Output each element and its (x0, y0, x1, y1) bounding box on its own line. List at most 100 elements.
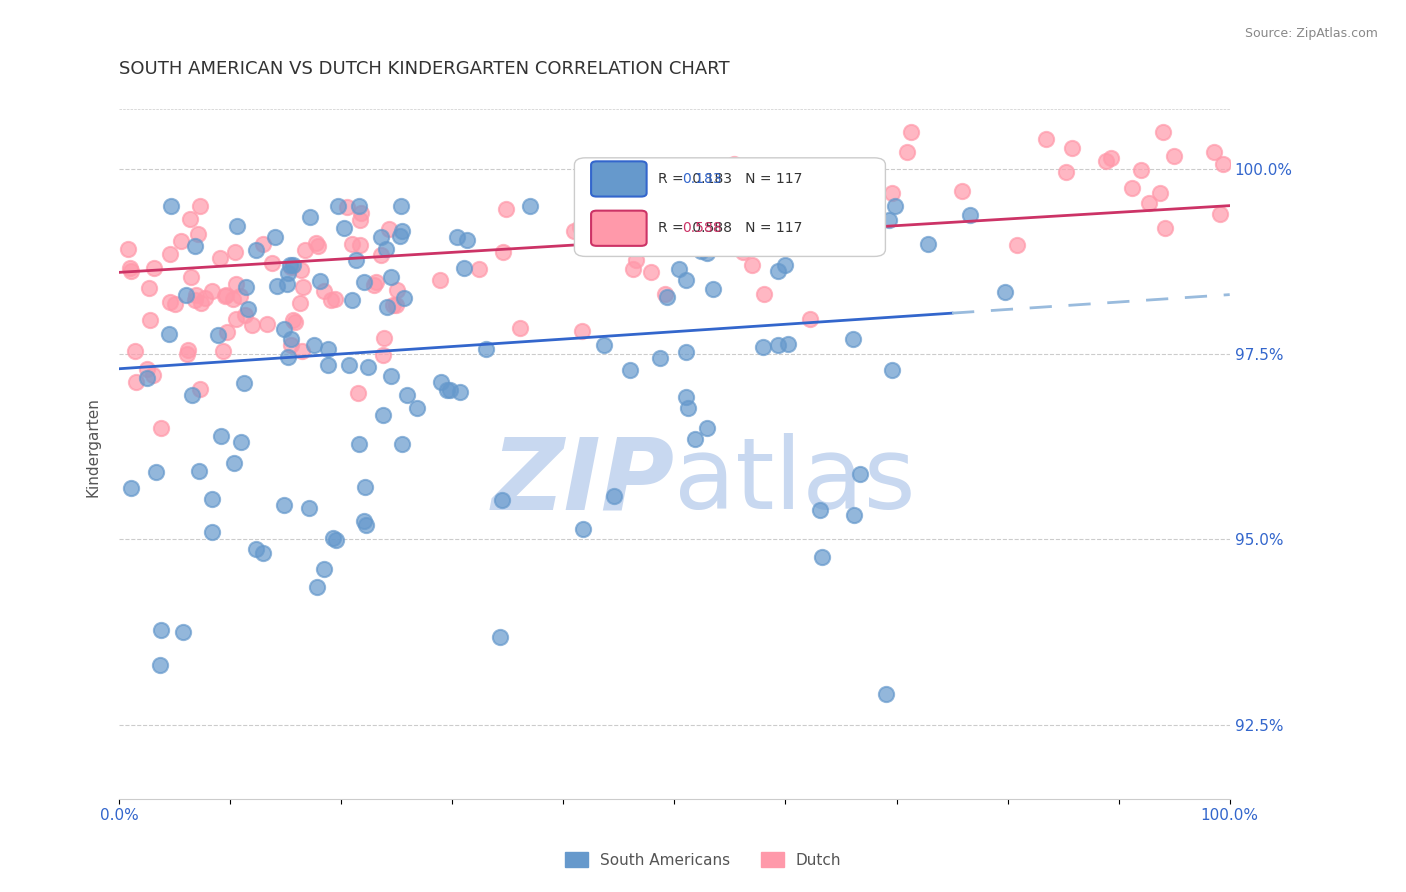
Point (290, 296, 312, 310)
Point (159, 294, 181, 309)
Point (177, 343, 200, 358)
Point (1154, 220, 1177, 235)
Point (159, 247, 181, 261)
Point (773, 259, 796, 273)
Point (882, 186, 904, 200)
Point (761, 219, 783, 234)
Point (572, 522, 595, 536)
Point (917, 237, 939, 252)
Point (266, 279, 288, 293)
Point (224, 456, 246, 470)
Point (382, 298, 405, 312)
Point (235, 280, 257, 294)
Point (491, 492, 513, 507)
Point (277, 351, 299, 365)
Point (224, 244, 246, 259)
Point (309, 274, 332, 288)
Point (238, 301, 260, 316)
Point (821, 229, 844, 244)
Point (1060, 141, 1083, 155)
Point (896, 145, 918, 160)
Point (262, 256, 284, 270)
Point (810, 503, 832, 517)
Point (366, 275, 388, 289)
FancyBboxPatch shape (575, 158, 886, 256)
Point (263, 230, 285, 244)
Point (617, 199, 640, 213)
Point (375, 300, 398, 314)
Point (188, 199, 211, 213)
FancyBboxPatch shape (591, 211, 647, 246)
Point (136, 371, 159, 385)
Point (811, 549, 834, 564)
Point (391, 224, 413, 238)
Point (638, 209, 661, 223)
Text: Source: ZipAtlas.com: Source: ZipAtlas.com (1244, 27, 1378, 40)
Point (391, 199, 413, 213)
Point (229, 289, 252, 303)
Point (356, 517, 378, 532)
Point (752, 340, 775, 354)
Point (731, 244, 754, 259)
Point (1152, 124, 1174, 138)
FancyBboxPatch shape (591, 161, 647, 196)
Point (495, 202, 517, 216)
Point (783, 177, 806, 191)
Point (280, 338, 302, 352)
Point (281, 312, 304, 326)
Point (696, 421, 718, 435)
Point (349, 237, 371, 252)
Point (354, 480, 377, 494)
Point (150, 421, 173, 435)
Point (562, 224, 585, 238)
Point (391, 436, 413, 450)
Point (124, 344, 146, 359)
Point (207, 328, 229, 343)
Point (723, 157, 745, 171)
Point (209, 428, 232, 442)
Point (325, 533, 347, 547)
Point (799, 312, 821, 326)
Point (678, 401, 700, 415)
Point (312, 284, 335, 298)
Point (322, 531, 344, 545)
Point (344, 252, 367, 267)
Point (690, 244, 713, 258)
Point (120, 264, 142, 278)
Point (406, 401, 429, 416)
Point (489, 630, 512, 644)
Point (1212, 157, 1234, 171)
Point (468, 261, 491, 276)
Point (668, 209, 690, 223)
Point (654, 286, 676, 301)
Text: SOUTH AMERICAN VS DUTCH KINDERGARTEN CORRELATION CHART: SOUTH AMERICAN VS DUTCH KINDERGARTEN COR… (120, 60, 730, 78)
Point (240, 318, 263, 332)
Point (882, 362, 904, 376)
Point (380, 368, 402, 383)
Point (439, 383, 461, 397)
Point (631, 206, 654, 220)
Point (519, 199, 541, 213)
Point (363, 277, 385, 292)
Point (307, 239, 329, 253)
Point (357, 360, 380, 375)
Point (276, 277, 298, 291)
Text: R =  0.588   N = 117: R = 0.588 N = 117 (658, 221, 801, 235)
Text: 0.183: 0.183 (682, 172, 721, 186)
Point (298, 501, 321, 516)
Point (194, 291, 217, 305)
Point (157, 326, 180, 341)
Point (449, 385, 471, 400)
Point (754, 286, 776, 301)
Text: ZIP: ZIP (491, 434, 675, 531)
Point (333, 221, 356, 235)
Point (371, 409, 394, 423)
Point (675, 273, 697, 287)
Point (385, 298, 408, 312)
Point (378, 221, 401, 235)
Point (179, 212, 201, 227)
Point (1202, 145, 1225, 160)
Point (294, 243, 316, 257)
Point (353, 515, 375, 529)
Point (392, 291, 415, 305)
